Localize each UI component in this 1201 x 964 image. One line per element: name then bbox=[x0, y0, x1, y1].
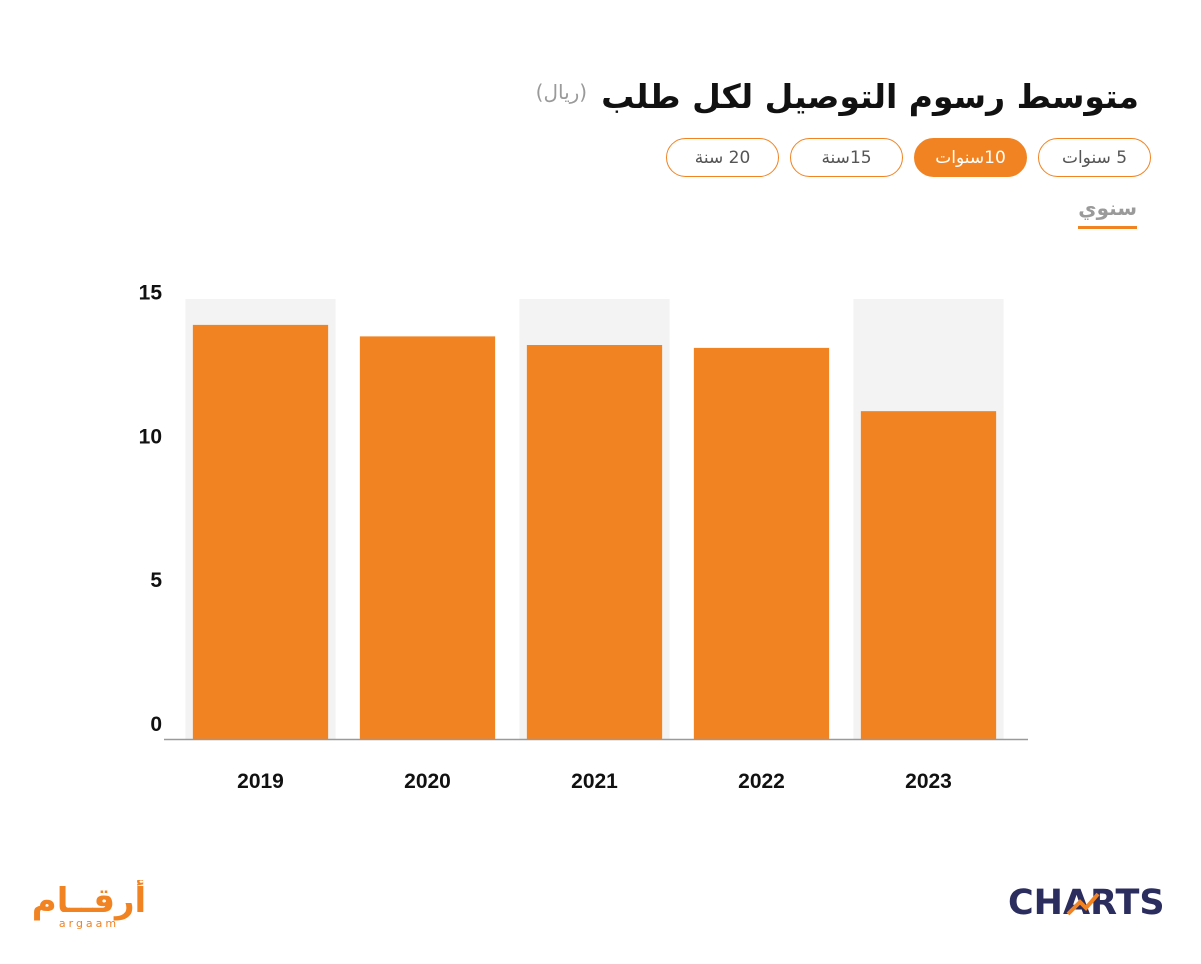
y-tick-label: 0 bbox=[150, 713, 162, 736]
y-tick-label: 5 bbox=[150, 569, 162, 592]
unit-label: (ريال) bbox=[535, 80, 588, 104]
x-tick-label: 2022 bbox=[738, 770, 785, 793]
chart-bars bbox=[192, 324, 997, 739]
x-tick-label: 2023 bbox=[905, 770, 952, 793]
x-tick-label: 2020 bbox=[404, 770, 451, 793]
y-axis-ticks: 0 5 10 15 bbox=[139, 282, 163, 736]
y-tick-label: 15 bbox=[139, 282, 163, 305]
charts-logo-text: CHARTS bbox=[1008, 883, 1165, 923]
x-tick-label: 2021 bbox=[571, 770, 618, 793]
range-button-15y[interactable]: 15سنة bbox=[790, 138, 903, 177]
x-axis-ticks: 2019 2020 2021 2022 2023 bbox=[237, 770, 952, 793]
range-selector: 5 سنوات 10سنوات 15سنة 20 سنة bbox=[666, 138, 1151, 177]
bar-2019[interactable] bbox=[192, 324, 329, 739]
range-button-5y[interactable]: 5 سنوات bbox=[1038, 138, 1151, 177]
chart-title: متوسط رسوم التوصيل لكل طلب bbox=[601, 77, 1139, 116]
range-button-20y[interactable]: 20 سنة bbox=[666, 138, 779, 177]
chart-header: متوسط رسوم التوصيل لكل طلب (ريال) bbox=[536, 74, 1139, 120]
bar-2022[interactable] bbox=[693, 347, 830, 739]
range-button-10y[interactable]: 10سنوات bbox=[914, 138, 1027, 177]
bar-2021[interactable] bbox=[526, 345, 663, 739]
argaam-logo: أرقــام argaam bbox=[34, 880, 144, 930]
charts-logo: CHARTS bbox=[1008, 883, 1165, 923]
y-tick-label: 10 bbox=[139, 425, 162, 448]
frequency-tab-annual[interactable]: سنوي bbox=[1078, 196, 1137, 229]
charts-logo-arrow-icon bbox=[1066, 892, 1100, 916]
argaam-logo-arabic: أرقــام bbox=[34, 880, 144, 921]
x-tick-label: 2019 bbox=[237, 770, 284, 793]
bar-2020[interactable] bbox=[359, 336, 496, 739]
argaam-logo-latin: argaam bbox=[59, 917, 119, 930]
bar-2023[interactable] bbox=[860, 411, 997, 739]
